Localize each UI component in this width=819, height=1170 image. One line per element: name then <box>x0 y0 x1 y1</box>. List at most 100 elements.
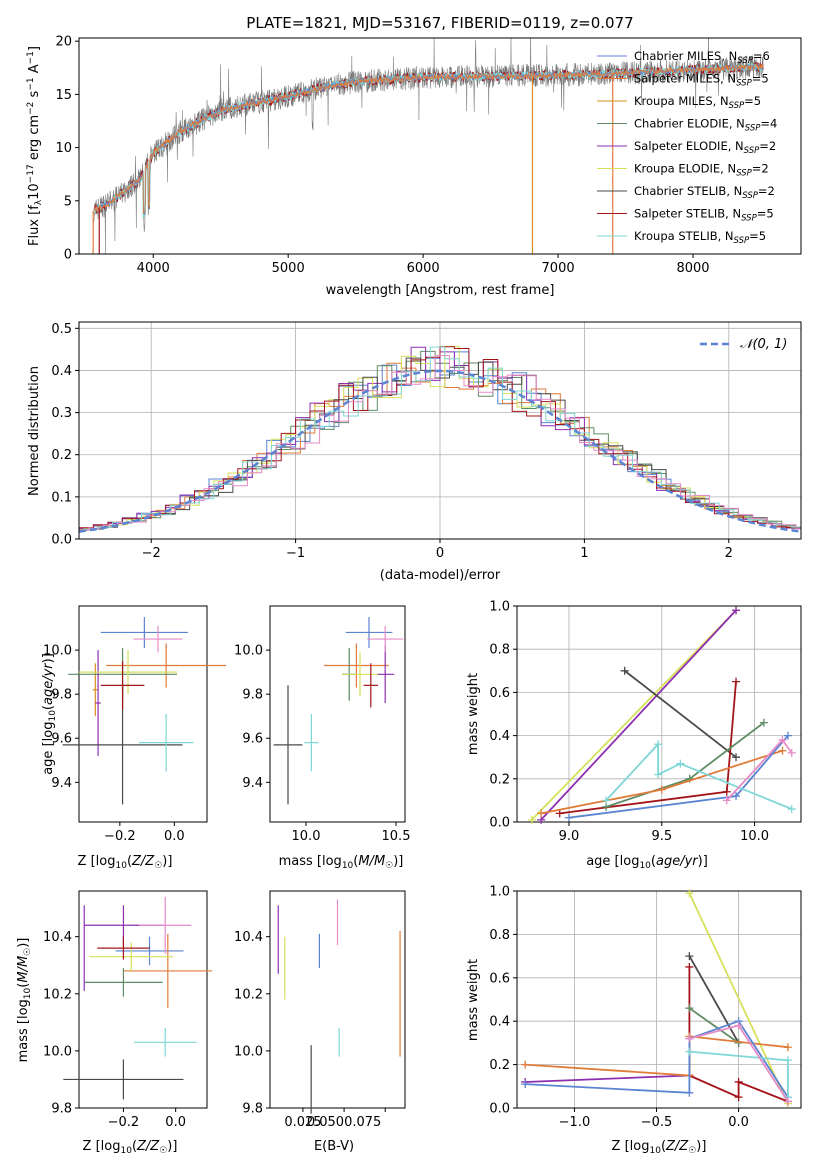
y-tick-label: 10.4 <box>43 930 72 945</box>
legend-subscript: SSP <box>742 191 758 201</box>
mass-weight-marker <box>654 740 663 749</box>
legend-label: Chabrier STELIB, NSSP=2 <box>634 184 775 201</box>
legend-label: Salpeter MILES, NSSP=5 <box>634 72 769 89</box>
legend-subscript: SSP <box>734 236 750 246</box>
residual-xlabel: (data-model)/error <box>380 568 501 583</box>
y-tick-label: 10.0 <box>234 1044 263 1059</box>
plot-frame <box>78 605 208 823</box>
y-tick-label: 0.6 <box>489 971 510 986</box>
residual-panel: −2 −1 0 1 2 0.0 0.1 0.2 0.3 0.4 0.5 (data-model)/e… <box>27 321 802 583</box>
normal-curve <box>79 369 801 533</box>
x-tick-label: 0.0500.075 <box>307 1115 381 1130</box>
mass-weight-marker <box>783 1043 792 1052</box>
y-tick-label: 0 <box>64 248 72 263</box>
mass-weight-marker <box>685 1047 694 1056</box>
y-tick-label: 0.4 <box>489 1015 510 1030</box>
legend-count: =5 <box>752 72 769 86</box>
legend-subscript: SSP <box>736 79 752 89</box>
x-tick-label: −1 <box>286 546 305 561</box>
y-tick-label: 0.4 <box>51 364 72 379</box>
mass-weight-marker <box>734 1093 743 1102</box>
legend-subscript: SSP <box>736 169 752 179</box>
spectrum-panel: PLATE=1821, MJD=53167, FIBERID=0119, z=0… <box>26 14 802 298</box>
y-tick-label: 0.3 <box>51 406 72 421</box>
mass-weight-marker <box>778 746 787 755</box>
y-tick-label: 10.4 <box>234 930 263 945</box>
legend-count: =5 <box>744 94 761 108</box>
histogram-step <box>79 355 801 531</box>
x-tick-label: 9.5 <box>651 829 672 844</box>
mass-weight-marker <box>685 889 694 898</box>
mass-weight-marker <box>521 1080 530 1089</box>
mass-weight-marker <box>783 1097 792 1106</box>
mass-weight-marker <box>784 731 793 740</box>
age-vs-z-xlabel: Z [log10(Z/Z☉)] <box>78 854 173 871</box>
y-tick-label: 1.0 <box>489 600 510 615</box>
spectrum-xlabel: wavelength [Angstrom, rest frame] <box>326 283 555 298</box>
model-spectrum <box>93 63 764 215</box>
legend-subscript: SSP <box>745 124 761 134</box>
legend-count: =4 <box>760 117 777 131</box>
y-tick-label: 9.6 <box>242 732 263 747</box>
y-tick-label: 1.0 <box>489 885 510 900</box>
y-tick-label: 0.2 <box>489 1058 510 1073</box>
mass-weight-marker <box>564 813 573 822</box>
y-tick-label: 0.2 <box>489 772 510 787</box>
legend-count: =5 <box>757 207 774 221</box>
y-tick-label: 0.8 <box>489 928 510 943</box>
y-tick-label: 0.1 <box>51 490 72 505</box>
plot-frame <box>516 605 802 823</box>
plot-frame <box>516 890 802 1109</box>
spectrum-lines <box>92 38 764 254</box>
normal-legend-label: 𝒩(0, 1) <box>740 337 787 352</box>
y-tick-label: 10.2 <box>43 987 72 1002</box>
legend-label: Salpeter ELODIE, NSSP=2 <box>634 139 776 156</box>
legend-count: =2 <box>758 184 775 198</box>
plot-frame <box>78 890 208 1109</box>
y-tick-label: 10.0 <box>43 644 72 659</box>
mass-vs-z-panel: −0.2 0.0 9.8 10.0 10.2 10.4 <box>43 890 213 1130</box>
y-tick-label: 9.8 <box>242 1102 263 1117</box>
legend-label: Kroupa STELIB, NSSP=5 <box>634 229 766 246</box>
mass-weight-marker <box>654 770 663 779</box>
x-tick-label: 10.0 <box>292 829 321 844</box>
x-tick-label: −1.0 <box>559 1115 591 1130</box>
mass-weight-marker <box>685 952 694 961</box>
x-tick-label: 10.5 <box>382 829 411 844</box>
mass-vs-z-xlabel: Z [log10(Z/Z☉)] <box>83 1139 178 1156</box>
mass-weight-marker <box>685 1004 694 1013</box>
mass-weight-marker <box>527 815 536 824</box>
spectrum-title: PLATE=1821, MJD=53167, FIBERID=0119, z=0… <box>246 14 633 32</box>
x-tick-label: 0 <box>436 546 444 561</box>
mass-weight-marker <box>778 735 787 744</box>
residual-frame <box>78 321 802 540</box>
y-tick-label: 9.8 <box>51 1102 72 1117</box>
mass-weight-marker <box>787 748 796 757</box>
x-tick-label: 9.0 <box>559 829 580 844</box>
mass-weight-line <box>531 609 737 821</box>
mass-weight-marker <box>734 1077 743 1086</box>
ebv-xlabel: E(B-V) <box>314 1139 354 1154</box>
mass-weight-marker <box>732 753 741 762</box>
mass-weight-line <box>688 1007 740 1044</box>
y-tick-label: 9.8 <box>242 688 263 703</box>
legend-label: Kroupa MILES, NSSP=5 <box>634 94 761 111</box>
legend-subscript: SSP <box>744 146 760 156</box>
legend-subscript: SSP <box>737 56 753 66</box>
x-tick-label: 10.0 <box>740 829 769 844</box>
model-spectrum <box>93 63 764 214</box>
mass-weight-marker <box>734 1021 743 1030</box>
y-tick-label: 0.2 <box>51 448 72 463</box>
legend-subscript: SSP <box>741 214 757 224</box>
y-tick-label: 0.0 <box>51 533 72 548</box>
spectrum-ylabel: Flux [fλ10−17 erg cm−2 s−1 A−1] <box>26 46 44 246</box>
y-tick-label: 10.0 <box>43 1044 72 1059</box>
spectrum-frame <box>78 37 802 255</box>
x-tick-label: −0.2 <box>104 829 136 844</box>
mass-weight-marker <box>657 785 666 794</box>
age-vs-mass-panel: 10.0 10.5 9.4 9.6 9.8 10.0 <box>234 605 411 844</box>
legend-count: =2 <box>759 139 776 153</box>
y-tick-label: 0.8 <box>489 643 510 658</box>
